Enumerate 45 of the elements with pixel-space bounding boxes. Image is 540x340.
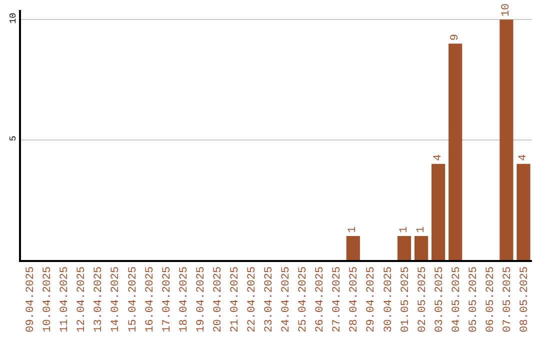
bar bbox=[397, 236, 412, 260]
x-tick-label: 13.04.2025 bbox=[93, 266, 106, 332]
x-tick-label: 25.04.2025 bbox=[298, 266, 310, 332]
data-label: 1 bbox=[415, 226, 428, 233]
x-tick-label: 04.05.2025 bbox=[450, 266, 463, 332]
x-tick-label: 15.04.2025 bbox=[127, 266, 140, 332]
x-tick-label: 17.04.2025 bbox=[161, 266, 174, 332]
bar bbox=[448, 44, 462, 260]
y-tick-label: 5 bbox=[8, 136, 18, 142]
x-tick-label: 29.04.2025 bbox=[366, 266, 378, 332]
x-tick-label: 26.04.2025 bbox=[314, 266, 327, 332]
x-tick-label: 18.04.2025 bbox=[178, 266, 190, 332]
x-tick-label: 06.05.2025 bbox=[484, 266, 497, 332]
x-tick-label: 02.05.2025 bbox=[416, 266, 429, 332]
data-label: 4 bbox=[432, 154, 444, 161]
x-tick-label: 12.04.2025 bbox=[76, 266, 88, 332]
x-tick-label: 27.04.2025 bbox=[332, 266, 344, 332]
x-tick-label: 01.05.2025 bbox=[400, 266, 412, 332]
x-tick-label: 03.05.2025 bbox=[434, 266, 446, 332]
x-tick-label: 07.05.2025 bbox=[502, 266, 514, 332]
x-tick-label: 14.04.2025 bbox=[110, 266, 122, 332]
x-tick-label: 22.04.2025 bbox=[246, 266, 259, 332]
x-tick-label: 09.04.2025 bbox=[25, 266, 38, 332]
x-tick-label: 11.04.2025 bbox=[59, 266, 72, 332]
x-tick-label: 20.04.2025 bbox=[212, 266, 224, 332]
x-tick-label: 28.04.2025 bbox=[348, 266, 361, 332]
data-label: 1 bbox=[347, 226, 360, 233]
bar bbox=[346, 236, 360, 260]
x-tick-label: 16.04.2025 bbox=[144, 266, 156, 332]
data-label: 1 bbox=[398, 226, 410, 233]
x-tick-label: 10.04.2025 bbox=[42, 266, 54, 332]
x-tick-label: 19.04.2025 bbox=[195, 266, 208, 332]
x-tick-label: 08.05.2025 bbox=[519, 266, 532, 332]
data-label: 10 bbox=[500, 3, 512, 17]
data-label: 4 bbox=[517, 154, 530, 161]
bar bbox=[414, 236, 428, 260]
x-tick-label: 30.04.2025 bbox=[382, 266, 395, 332]
bar bbox=[432, 164, 446, 260]
x-tick-label: 24.04.2025 bbox=[280, 266, 293, 332]
x-tick-label: 23.04.2025 bbox=[264, 266, 276, 332]
x-tick-label: 21.04.2025 bbox=[229, 266, 242, 332]
data-label: 9 bbox=[449, 34, 462, 41]
bar bbox=[500, 20, 514, 260]
x-tick-label: 05.05.2025 bbox=[468, 266, 480, 332]
bar bbox=[516, 164, 530, 260]
